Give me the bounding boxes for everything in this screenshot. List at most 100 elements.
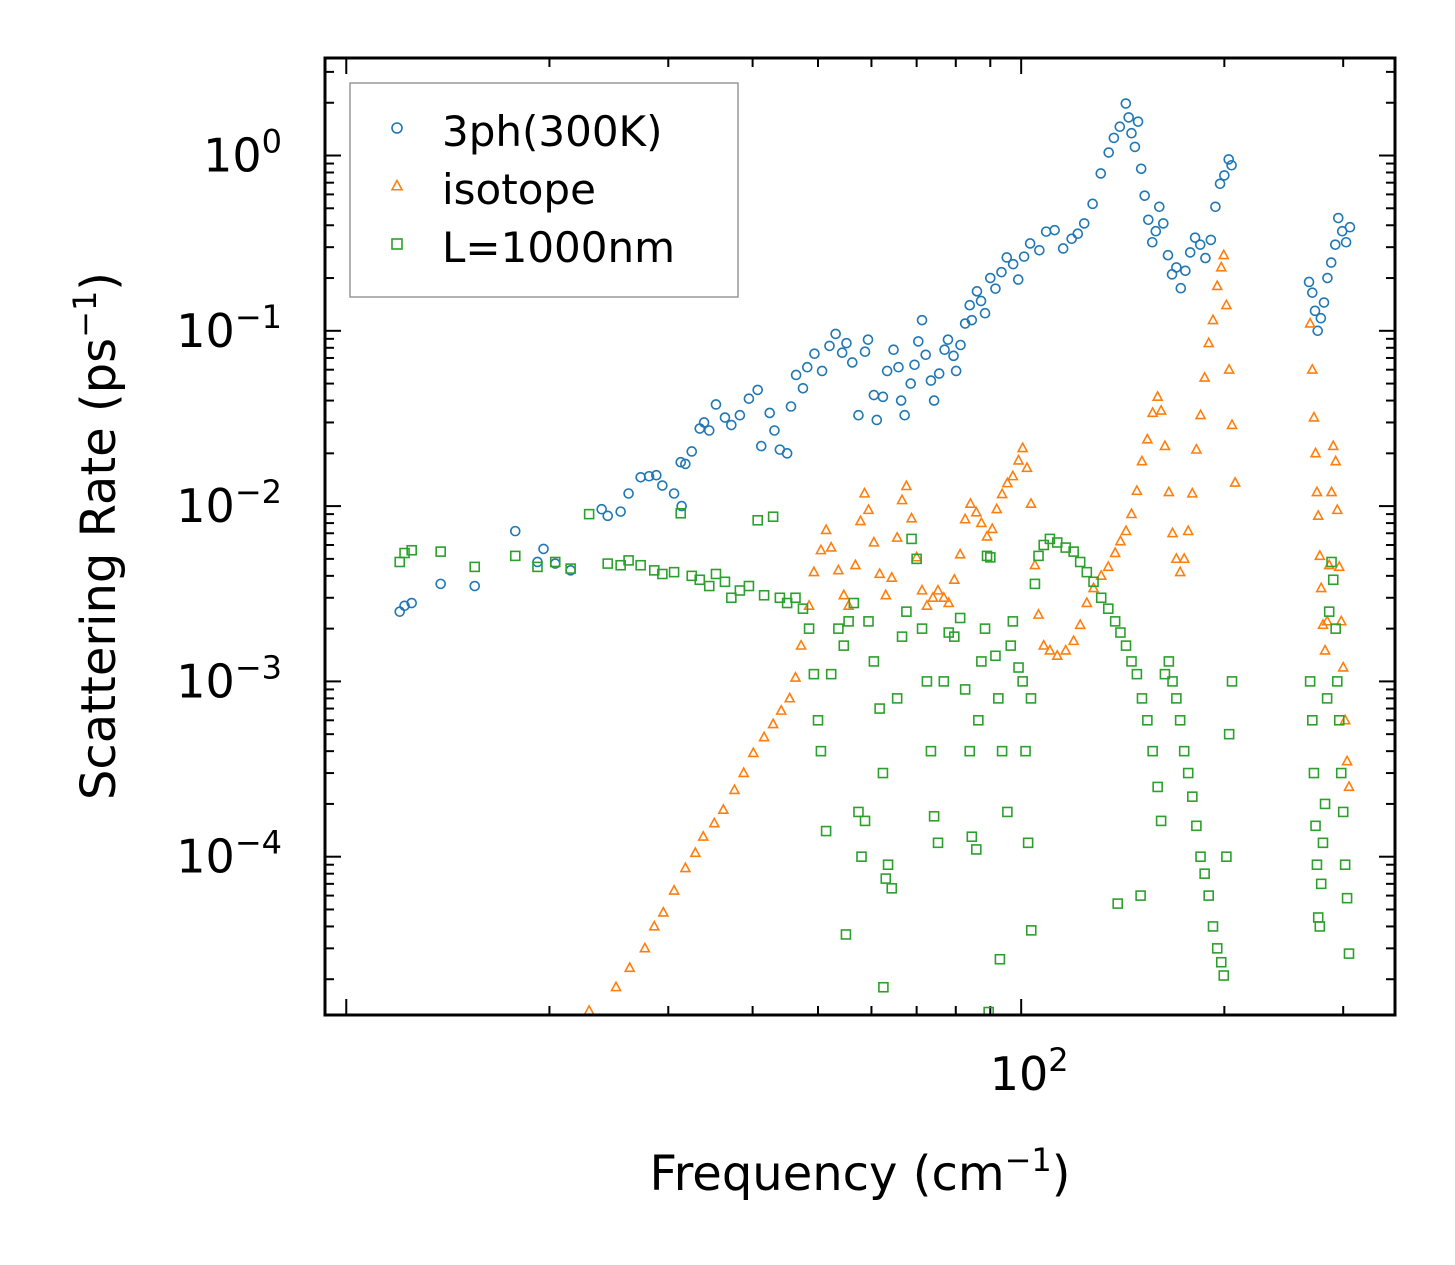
data-point xyxy=(1220,298,1233,310)
data-point xyxy=(1171,693,1182,704)
data-point xyxy=(657,568,668,580)
data-point xyxy=(993,693,1004,704)
data-point xyxy=(1211,943,1223,954)
data-point xyxy=(874,703,885,714)
data-point xyxy=(1343,780,1355,792)
data-point xyxy=(937,591,950,602)
data-point xyxy=(928,395,940,406)
data-point xyxy=(406,597,417,609)
data-point xyxy=(1126,656,1137,667)
data-point xyxy=(1174,714,1186,726)
data-point xyxy=(975,295,987,307)
data-point xyxy=(820,523,832,535)
data-point xyxy=(942,596,955,608)
data-point xyxy=(1313,549,1326,561)
data-point xyxy=(1067,634,1080,646)
data-point xyxy=(921,599,933,610)
data-point xyxy=(1219,170,1230,181)
data-point xyxy=(846,357,858,368)
data-point xyxy=(538,543,549,555)
data-point xyxy=(1331,503,1344,515)
data-point xyxy=(886,883,898,894)
data-point xyxy=(1109,616,1121,627)
data-point xyxy=(694,574,706,586)
data-point xyxy=(1318,297,1330,308)
data-point xyxy=(825,668,837,680)
data-point xyxy=(1066,233,1077,245)
data-point xyxy=(1325,485,1338,497)
data-point xyxy=(1146,406,1159,418)
data-point xyxy=(781,448,793,459)
data-point xyxy=(1131,484,1143,496)
data-point xyxy=(1226,676,1238,687)
series-isotope xyxy=(583,248,1355,1015)
data-point xyxy=(966,314,978,326)
series-3ph xyxy=(394,98,1356,617)
data-point xyxy=(406,544,417,556)
data-point xyxy=(1154,201,1165,213)
data-point xyxy=(832,563,845,575)
data-point xyxy=(1025,925,1037,936)
data-point xyxy=(734,409,746,421)
data-point xyxy=(948,350,959,362)
data-point xyxy=(820,825,832,837)
data-point xyxy=(815,745,827,757)
data-point xyxy=(971,286,983,297)
data-point xyxy=(1184,247,1196,258)
data-point xyxy=(680,458,691,470)
data-point xyxy=(775,704,788,715)
legend: 3ph(300K) isotope L=1000nm xyxy=(349,82,739,298)
data-point xyxy=(783,691,796,703)
data-point xyxy=(1344,221,1356,233)
data-point xyxy=(925,745,937,757)
data-point xyxy=(1162,249,1174,261)
x-axis-label: Frequency (cm−1) xyxy=(649,1141,1070,1202)
data-point xyxy=(565,563,576,574)
data-point xyxy=(1146,236,1158,248)
data-point xyxy=(1215,260,1228,272)
data-point xyxy=(1217,248,1230,260)
data-point xyxy=(755,440,767,452)
data-point xyxy=(710,568,722,580)
data-point xyxy=(1159,439,1171,451)
data-point xyxy=(1187,791,1198,802)
data-point xyxy=(1108,132,1120,144)
data-point xyxy=(1329,454,1342,466)
data-point xyxy=(973,714,984,726)
data-point xyxy=(1189,232,1201,243)
data-point xyxy=(1175,282,1187,294)
data-point xyxy=(1143,214,1154,226)
data-point xyxy=(856,851,867,862)
data-point xyxy=(1337,660,1350,672)
data-point xyxy=(1142,714,1153,726)
data-point xyxy=(1088,576,1099,588)
data-point xyxy=(1081,566,1093,578)
data-point xyxy=(1078,218,1090,229)
data-point xyxy=(955,339,966,351)
data-point xyxy=(509,550,521,562)
data-point xyxy=(1166,526,1179,538)
data-point xyxy=(657,905,670,917)
data-point xyxy=(615,506,626,517)
data-point xyxy=(949,631,960,642)
data-point xyxy=(893,361,904,373)
data-point xyxy=(990,502,1003,514)
data-point xyxy=(891,531,904,542)
data-point xyxy=(895,395,907,406)
data-point xyxy=(1159,668,1171,680)
data-point xyxy=(881,365,893,377)
data-point xyxy=(1186,486,1199,498)
data-point xyxy=(719,412,731,423)
legend-markers xyxy=(390,122,404,250)
data-point xyxy=(1131,668,1143,680)
data-point xyxy=(1198,371,1211,382)
data-point xyxy=(1029,578,1041,590)
data-point xyxy=(1314,921,1326,932)
data-point xyxy=(1007,616,1019,627)
data-point xyxy=(1025,497,1037,509)
data-point xyxy=(676,500,687,512)
data-point xyxy=(984,272,996,284)
data-point xyxy=(994,953,1006,965)
data-point xyxy=(697,830,710,841)
data-point xyxy=(583,508,595,520)
